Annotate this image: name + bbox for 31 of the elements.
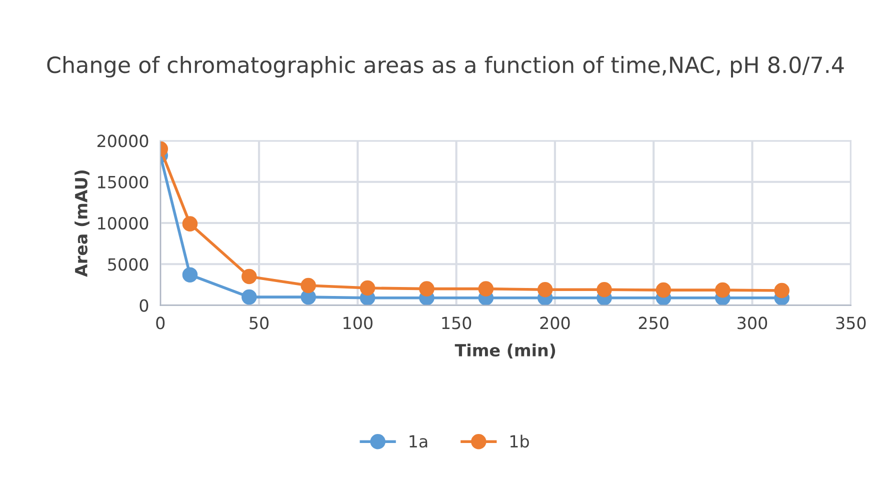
x-tick-label: 50 — [250, 316, 269, 330]
point — [419, 281, 434, 296]
point — [360, 280, 376, 296]
x-axis-title: Time (min) — [454, 344, 556, 358]
y-axis-title: Area (mAU) — [74, 170, 90, 277]
point — [596, 282, 612, 298]
chart-title: Change of chromatographic areas as a function of time,NAC, pH 8.0/7.4 — [47, 56, 844, 78]
point — [300, 278, 316, 294]
x-tick-label: 250 — [638, 316, 668, 330]
legend-label: 1a — [410, 435, 428, 448]
y-tick-label: 15000 — [98, 176, 148, 188]
y-tick-label: 20000 — [97, 134, 148, 148]
point — [242, 289, 257, 305]
point — [182, 267, 198, 282]
x-tick-label: 200 — [540, 316, 570, 330]
y-tick-label: 0 — [140, 299, 148, 312]
x-tick-label: 150 — [442, 316, 472, 330]
point — [182, 216, 198, 232]
legend-label: 1b — [510, 434, 529, 448]
point — [537, 282, 553, 298]
point — [656, 282, 672, 298]
x-tick-label: 350 — [836, 316, 866, 330]
point — [715, 282, 730, 298]
x-tick-label: 300 — [738, 316, 768, 330]
y-tick-label: 10000 — [98, 216, 148, 230]
point — [478, 281, 494, 296]
point — [242, 268, 257, 284]
x-tick-label: 100 — [344, 316, 372, 330]
point — [774, 282, 790, 298]
x-tick-label: 0 — [156, 316, 165, 330]
y-tick-label: 5000 — [108, 258, 148, 271]
